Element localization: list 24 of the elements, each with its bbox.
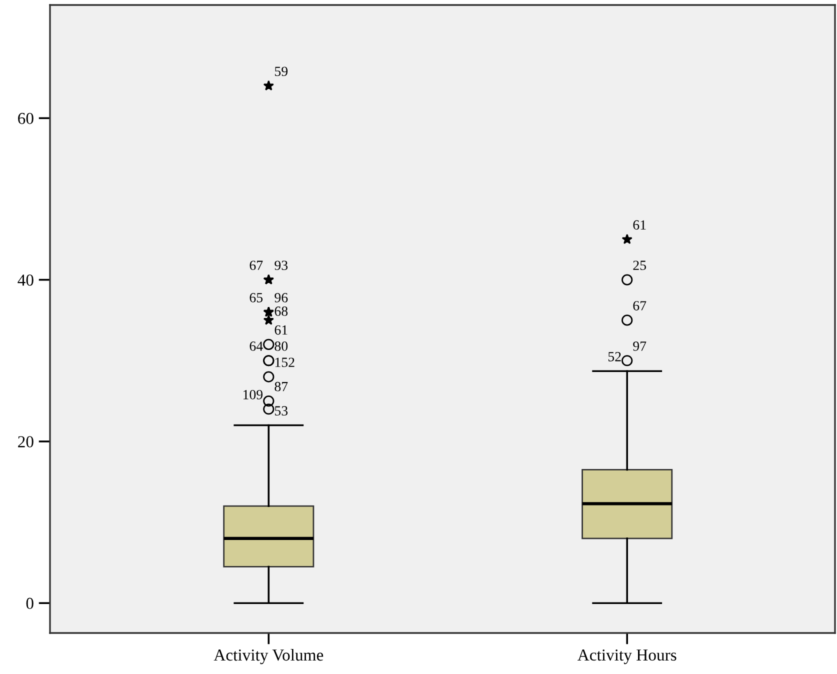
y-tick-label: 40 (18, 274, 34, 286)
annotation: 93 (274, 260, 288, 270)
x-tick-label: Activity Volume (214, 648, 324, 664)
annotation: 97 (633, 342, 646, 351)
annotation: 65 (250, 293, 263, 302)
annotation: 25 (633, 260, 646, 270)
y-tick-label: 20 (18, 436, 34, 448)
annotation: 87 (274, 382, 288, 392)
annotation: 80 (274, 341, 288, 351)
annotation: 64 (250, 342, 263, 351)
annotation: 59 (275, 66, 288, 76)
annotation: 67 (633, 301, 646, 310)
y-tick-label: 0 (26, 598, 34, 610)
annotation: 67 (250, 260, 263, 270)
annotation: 152 (275, 358, 294, 368)
annotation: 61 (633, 220, 646, 230)
annotation: 61 (274, 325, 288, 335)
annotation: 96 (274, 293, 288, 302)
annotation: 109 (243, 390, 263, 400)
x-tick-label: Activity Hours (578, 649, 676, 664)
annotation: 53 (275, 406, 288, 416)
annotation: 52 (608, 352, 621, 362)
y-tick-label: 60 (18, 112, 34, 124)
annotation: 68 (274, 306, 288, 316)
